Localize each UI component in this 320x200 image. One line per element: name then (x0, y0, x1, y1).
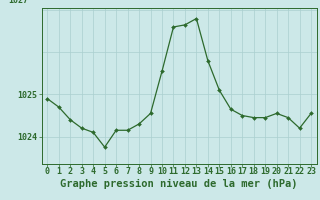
Text: 1027: 1027 (9, 0, 28, 5)
X-axis label: Graphe pression niveau de la mer (hPa): Graphe pression niveau de la mer (hPa) (60, 179, 298, 189)
